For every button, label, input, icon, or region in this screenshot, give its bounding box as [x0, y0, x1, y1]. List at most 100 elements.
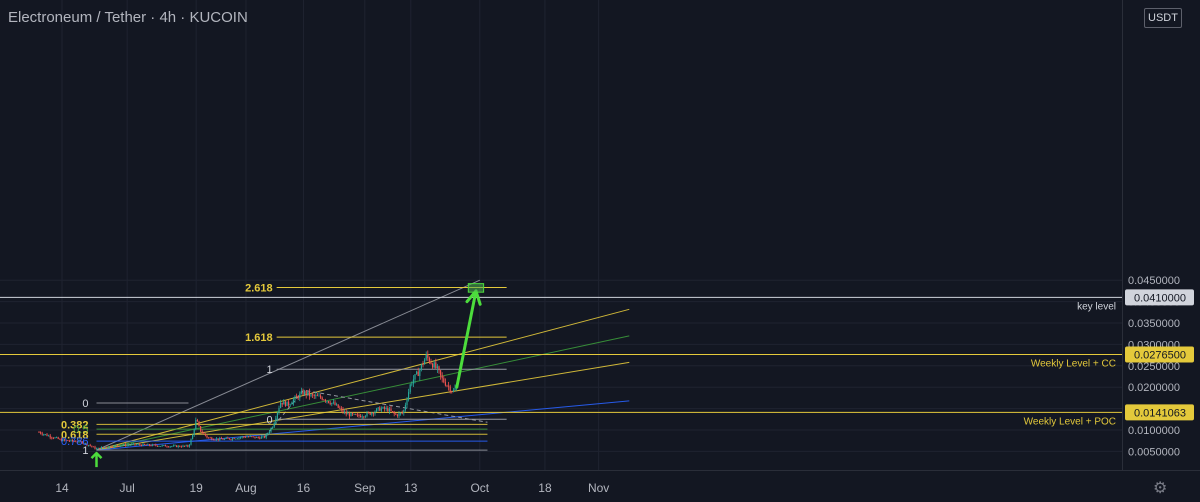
candle-body — [96, 448, 98, 450]
candle-body — [361, 416, 363, 418]
candle-body — [404, 405, 407, 410]
price-tag — [1125, 346, 1194, 363]
candle-body — [163, 445, 165, 446]
candle-body — [110, 446, 112, 448]
candle-body — [102, 447, 104, 448]
candle-body — [51, 437, 53, 439]
fan-line — [96, 279, 480, 451]
candle-body — [368, 412, 370, 414]
gear-icon[interactable]: ⚙ — [1153, 480, 1168, 497]
candle-body — [358, 414, 360, 417]
candle-body — [246, 436, 248, 438]
candle-body — [209, 437, 211, 439]
y-tick-label: 0.0450000 — [1128, 275, 1180, 287]
candle-body — [179, 445, 181, 447]
candle-body — [395, 413, 397, 415]
candle-body — [286, 401, 288, 406]
candle-body — [86, 443, 88, 446]
candle-body — [251, 436, 253, 437]
x-tick-label: Sep — [354, 481, 376, 495]
candle-body — [371, 412, 373, 415]
candle-body — [54, 437, 56, 439]
candle-body — [428, 357, 431, 363]
candle-body — [449, 386, 451, 392]
candle-body — [228, 438, 231, 440]
fib-retracement-label: 1 — [82, 445, 88, 457]
candle-body — [422, 364, 424, 366]
candle-body — [316, 395, 319, 397]
candle-body — [256, 437, 258, 438]
candle-body — [408, 392, 410, 400]
candle-body — [176, 445, 178, 448]
candle-body — [155, 444, 157, 446]
candle-body — [230, 439, 232, 441]
candle-body — [136, 444, 138, 446]
candle-body — [97, 447, 99, 449]
candle-body — [276, 412, 279, 419]
candle-body — [390, 408, 392, 412]
candle-body — [268, 431, 271, 434]
candle-body — [193, 429, 195, 435]
candle-body — [148, 444, 151, 446]
candle-body — [46, 434, 48, 436]
candle-body — [350, 412, 352, 417]
candle-body — [238, 437, 240, 439]
price-axis[interactable]: 0.00500000.01000000.01500000.02000000.02… — [1125, 275, 1194, 458]
candle-body — [68, 440, 71, 442]
candle-body — [296, 396, 298, 398]
candle-body — [348, 413, 351, 417]
candle-body — [67, 440, 69, 442]
candle-body — [440, 370, 442, 376]
candle-body — [280, 402, 282, 408]
candle-body — [435, 362, 437, 369]
candle-body — [376, 408, 378, 412]
fib-retracement-label: 0.382 — [61, 419, 89, 431]
candle-body — [139, 444, 141, 446]
candle-body — [91, 445, 93, 447]
candle-body — [278, 407, 280, 413]
candle-body — [454, 388, 456, 391]
candle-body — [84, 443, 87, 444]
fan-line — [96, 361, 630, 451]
projection-arrow-shaft — [455, 289, 478, 389]
candle-body — [142, 443, 144, 446]
candle-body — [249, 436, 251, 437]
candle-body — [377, 407, 379, 409]
candle-body — [355, 413, 357, 415]
candle-body — [158, 446, 160, 447]
candle-body — [272, 427, 274, 429]
candle-body — [446, 385, 448, 387]
drawing-marks: key level Weekly Level + CC Weekly Level +… — [61, 282, 1116, 468]
candle-body — [305, 391, 307, 395]
candle-body — [387, 408, 389, 412]
candle-body — [164, 445, 167, 447]
candle-body — [185, 445, 187, 447]
candle-body — [289, 404, 291, 406]
candle-body — [416, 371, 418, 375]
candle-body — [339, 407, 341, 409]
candle-body — [224, 438, 226, 440]
candle-body — [225, 437, 227, 439]
candle-body — [166, 446, 168, 448]
fan-line — [96, 400, 630, 451]
candle-body — [326, 401, 328, 402]
candle-body — [393, 411, 395, 414]
candle-body — [80, 440, 82, 442]
candle-body — [222, 439, 224, 440]
fib-retracement-label: 0.618 — [61, 429, 89, 441]
candle-body — [332, 402, 335, 404]
candle-body — [340, 408, 343, 410]
candle-body — [336, 404, 338, 406]
candle-body — [75, 441, 77, 443]
currency-badge[interactable]: USDT — [1144, 8, 1182, 28]
candle-body — [302, 391, 304, 395]
candle-body — [240, 437, 242, 439]
candle-body — [145, 444, 147, 446]
candle-body — [203, 432, 205, 434]
x-tick-label: Jul — [119, 481, 134, 495]
candle-body — [113, 445, 115, 448]
time-axis[interactable]: 14 Jul 19 Aug 16 Sep 13 Oct 18 Nov — [55, 481, 609, 495]
price-tag-label: 0.0276500 — [1134, 349, 1186, 361]
candle-body — [100, 447, 103, 449]
